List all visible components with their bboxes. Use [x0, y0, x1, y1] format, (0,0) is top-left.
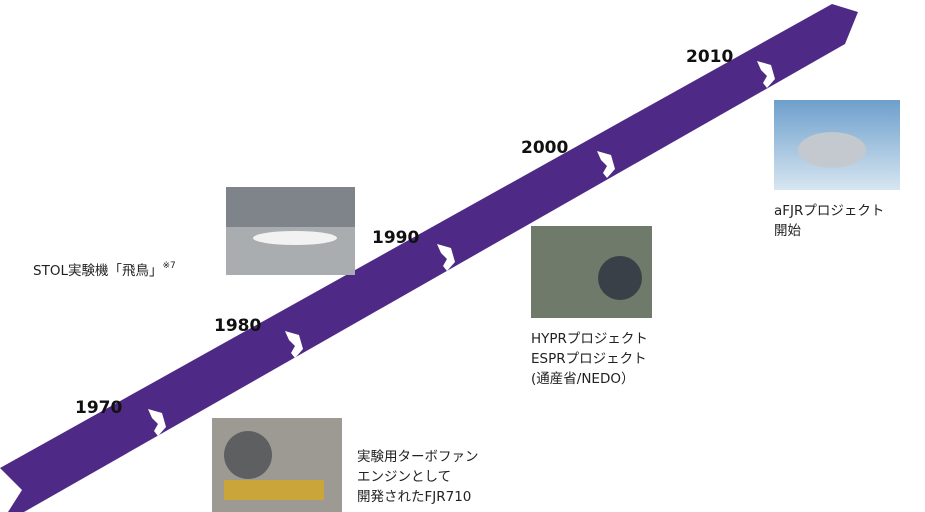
- timeline: 1970 1980 1990 2000 2010 STOL実験機「飛鳥」※7 実…: [0, 0, 925, 512]
- fjr710-caption: 実験用ターボファン: [357, 449, 479, 465]
- stol-caption: STOL実験機「飛鳥」※7: [33, 261, 176, 279]
- hypr-engine: [598, 256, 642, 300]
- stol-photo-bg: [226, 187, 355, 227]
- stol-text: STOL実験機「飛鳥」: [33, 263, 162, 279]
- afjr-caption: aFJRプロジェクト: [774, 203, 884, 219]
- hypr-caption: (通産省/NEDO）: [531, 371, 634, 387]
- year-label: 1990: [372, 228, 419, 248]
- stol-plane: [253, 231, 337, 245]
- fjr710-caption: 開発されたFJR710: [357, 489, 471, 505]
- fjr710-caption: エンジンとして: [357, 469, 451, 485]
- timeline-band: [0, 4, 858, 512]
- page: 1970 1980 1990 2000 2010 STOL実験機「飛鳥」※7 実…: [0, 0, 925, 512]
- year-label: 1980: [214, 316, 261, 336]
- stol-note: ※7: [162, 261, 175, 271]
- hypr-caption: ESPRプロジェクト: [531, 351, 647, 367]
- afjr-engine: [798, 132, 866, 168]
- year-label: 2000: [521, 138, 568, 158]
- year-label: 2010: [686, 47, 733, 67]
- fjr710-stand: [224, 480, 324, 500]
- year-label: 1970: [75, 398, 122, 418]
- fjr710-engine: [224, 431, 272, 479]
- hypr-caption: HYPRプロジェクト: [531, 331, 648, 347]
- afjr-caption: 開始: [774, 223, 802, 239]
